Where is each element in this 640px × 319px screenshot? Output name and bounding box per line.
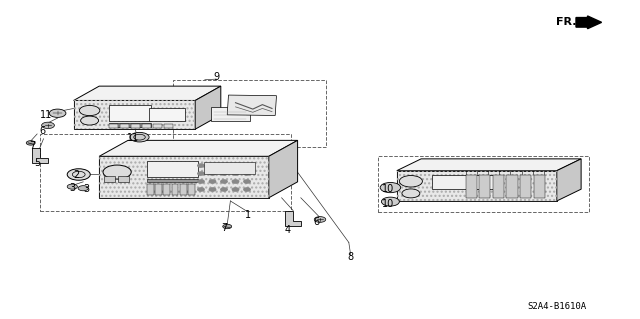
Circle shape bbox=[209, 188, 216, 191]
Circle shape bbox=[130, 132, 149, 142]
Circle shape bbox=[198, 188, 204, 191]
Circle shape bbox=[244, 172, 250, 175]
Text: 7: 7 bbox=[29, 141, 35, 151]
Polygon shape bbox=[195, 86, 221, 129]
Text: 11: 11 bbox=[127, 133, 140, 143]
Circle shape bbox=[221, 188, 227, 191]
Bar bbox=[40, 134, 291, 211]
Circle shape bbox=[402, 189, 420, 198]
Text: FR.: FR. bbox=[556, 17, 576, 27]
Circle shape bbox=[209, 180, 216, 183]
Circle shape bbox=[221, 164, 227, 167]
Bar bbox=[172, 184, 179, 195]
Bar bbox=[188, 184, 195, 195]
Bar bbox=[152, 124, 162, 128]
Circle shape bbox=[42, 122, 54, 129]
Bar bbox=[204, 162, 255, 174]
Circle shape bbox=[232, 188, 239, 191]
Circle shape bbox=[209, 172, 216, 175]
Text: 2: 2 bbox=[74, 170, 80, 181]
Circle shape bbox=[380, 182, 401, 193]
Circle shape bbox=[314, 217, 326, 222]
Text: 10: 10 bbox=[382, 199, 395, 209]
Polygon shape bbox=[397, 171, 557, 201]
Bar bbox=[109, 123, 152, 127]
Text: 11: 11 bbox=[40, 110, 52, 121]
Bar bbox=[118, 176, 129, 182]
Polygon shape bbox=[285, 211, 301, 226]
Circle shape bbox=[381, 197, 399, 206]
Bar bbox=[173, 80, 326, 147]
Bar bbox=[141, 124, 151, 128]
Text: 3: 3 bbox=[69, 183, 76, 193]
Text: 7: 7 bbox=[221, 223, 227, 233]
Bar bbox=[164, 124, 173, 128]
Circle shape bbox=[26, 141, 35, 145]
Circle shape bbox=[244, 164, 250, 167]
Circle shape bbox=[103, 165, 131, 179]
Circle shape bbox=[78, 186, 88, 191]
Bar bbox=[432, 175, 493, 189]
Bar bbox=[131, 124, 140, 128]
Polygon shape bbox=[397, 159, 581, 171]
Polygon shape bbox=[99, 156, 269, 198]
Bar bbox=[109, 124, 118, 128]
Polygon shape bbox=[74, 100, 195, 129]
Polygon shape bbox=[32, 148, 48, 163]
Text: 4: 4 bbox=[285, 225, 291, 235]
Circle shape bbox=[67, 169, 90, 180]
Polygon shape bbox=[211, 107, 250, 121]
Bar bbox=[109, 105, 152, 121]
Bar bbox=[479, 175, 490, 198]
Bar bbox=[147, 179, 198, 182]
Bar bbox=[506, 175, 518, 198]
Polygon shape bbox=[227, 95, 276, 115]
Polygon shape bbox=[99, 140, 298, 156]
Bar bbox=[156, 184, 162, 195]
Bar bbox=[120, 124, 129, 128]
Circle shape bbox=[81, 116, 99, 125]
Text: 3: 3 bbox=[83, 184, 90, 194]
Circle shape bbox=[232, 180, 239, 183]
Bar bbox=[149, 108, 186, 121]
Polygon shape bbox=[269, 140, 298, 198]
Circle shape bbox=[232, 172, 239, 175]
Text: 5: 5 bbox=[34, 158, 40, 168]
Circle shape bbox=[209, 164, 216, 167]
Circle shape bbox=[67, 184, 77, 189]
Bar bbox=[520, 175, 531, 198]
Text: 9: 9 bbox=[213, 72, 220, 82]
Text: 8: 8 bbox=[348, 252, 354, 262]
Bar bbox=[378, 156, 589, 212]
Polygon shape bbox=[74, 86, 221, 100]
Bar bbox=[493, 175, 504, 198]
Text: S2A4-B1610A: S2A4-B1610A bbox=[527, 302, 586, 311]
Circle shape bbox=[223, 224, 232, 229]
Text: 6: 6 bbox=[40, 126, 46, 136]
Circle shape bbox=[244, 180, 250, 183]
Bar bbox=[534, 175, 545, 198]
Bar bbox=[147, 184, 154, 195]
Circle shape bbox=[232, 164, 239, 167]
Text: 6: 6 bbox=[314, 217, 320, 227]
Circle shape bbox=[221, 172, 227, 175]
FancyArrow shape bbox=[576, 16, 602, 29]
Polygon shape bbox=[557, 159, 581, 201]
Circle shape bbox=[79, 105, 100, 116]
Circle shape bbox=[244, 188, 250, 191]
Text: 10: 10 bbox=[382, 184, 395, 194]
Bar bbox=[466, 175, 477, 198]
Circle shape bbox=[221, 180, 227, 183]
Circle shape bbox=[49, 109, 66, 117]
Bar bbox=[104, 176, 115, 182]
Circle shape bbox=[198, 180, 204, 183]
Circle shape bbox=[198, 164, 204, 167]
Bar bbox=[180, 184, 186, 195]
Text: 1: 1 bbox=[245, 210, 252, 220]
Bar bbox=[163, 184, 170, 195]
Circle shape bbox=[399, 175, 422, 187]
Bar bbox=[147, 161, 198, 177]
Circle shape bbox=[198, 172, 204, 175]
